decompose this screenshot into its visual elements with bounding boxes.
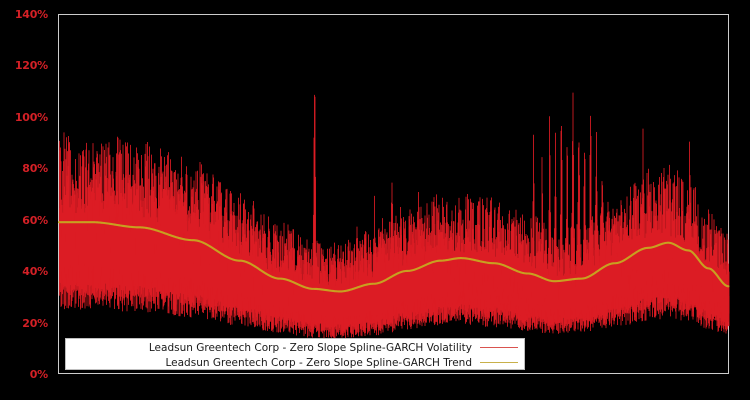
y-axis-tick-label: 140% [14,8,48,21]
y-axis-tick-label: 0% [29,368,48,381]
legend-line-swatch-trend [480,362,518,363]
legend-entry-trend[interactable]: Leadsun Greentech Corp - Zero Slope Spli… [66,355,524,370]
y-axis-tick-label: 80% [22,162,48,175]
y-axis-tick-label: 100% [14,111,48,124]
legend-label-volatility: Leadsun Greentech Corp - Zero Slope Spli… [148,341,472,354]
legend-entry-volatility[interactable]: Leadsun Greentech Corp - Zero Slope Spli… [66,340,524,355]
chart-legend[interactable]: Leadsun Greentech Corp - Zero Slope Spli… [65,338,525,370]
trend-series [57,221,730,293]
y-axis-tick-label: 120% [14,59,48,72]
y-axis-tick-label: 60% [22,214,48,227]
y-axis-tick-label: 40% [22,265,48,278]
legend-label-trend: Leadsun Greentech Corp - Zero Slope Spli… [165,356,473,369]
legend-line-swatch-volatility [480,347,518,348]
y-axis-tick-label: 20% [22,317,48,330]
